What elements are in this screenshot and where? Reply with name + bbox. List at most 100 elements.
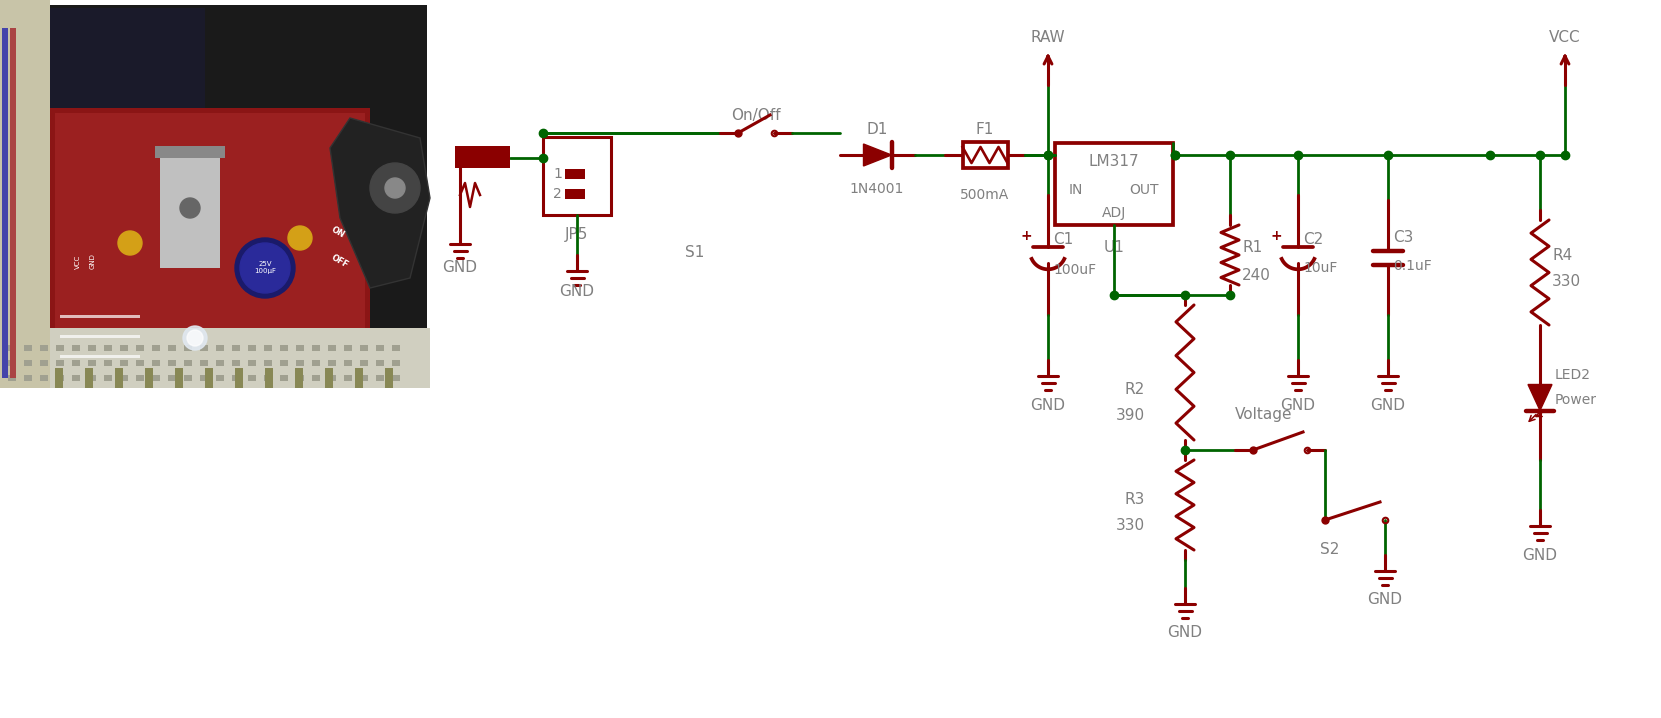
Bar [8,375,17,381]
Bar [360,360,369,366]
Text: C2: C2 [1302,233,1324,248]
Bar [136,375,145,381]
Text: +: + [1271,229,1282,243]
Bar [136,345,145,351]
Bar [23,375,32,381]
Text: 390: 390 [1116,408,1144,422]
Bar [40,360,48,366]
Bar [88,360,96,366]
Text: 1: 1 [553,167,561,181]
Text: GND: GND [90,253,96,269]
Bar [266,368,272,388]
Polygon shape [331,118,430,288]
Text: GND: GND [1523,548,1558,563]
Bar [344,375,352,381]
Bar [326,368,332,388]
Bar [174,368,183,388]
Bar [56,345,65,351]
Bar [281,375,287,381]
Bar [296,360,304,366]
Bar [312,345,321,351]
Bar [168,360,176,366]
Bar [296,375,304,381]
Bar [105,345,111,351]
Bar [392,345,400,351]
Bar [168,375,176,381]
Bar [145,368,153,388]
Text: 330: 330 [1116,518,1144,533]
Bar [327,360,336,366]
Bar [154,146,224,158]
Text: 1N4001: 1N4001 [850,182,904,196]
Bar [204,368,213,388]
Text: +: + [1020,229,1031,243]
Bar [296,345,304,351]
Bar [233,345,239,351]
Text: GND: GND [560,284,595,299]
Bar [234,368,243,388]
Bar [0,328,430,388]
Bar [71,345,80,351]
Circle shape [183,326,208,350]
Bar [312,360,321,366]
Text: D1: D1 [867,122,887,137]
Bar [565,189,585,199]
Bar [281,360,287,366]
Bar [360,345,369,351]
Bar [199,360,208,366]
Text: C1: C1 [1053,233,1073,248]
Text: RAW: RAW [1031,30,1065,45]
Bar [153,345,159,351]
Text: IN: IN [1070,183,1083,197]
Text: 240: 240 [1242,268,1271,282]
Bar [962,142,1008,168]
Text: OFF: OFF [331,253,350,270]
Text: GND: GND [1370,398,1405,413]
Bar [543,137,611,215]
Bar [247,360,256,366]
Polygon shape [1528,385,1551,411]
Bar [385,368,394,388]
Text: ADJ: ADJ [1101,206,1126,220]
Bar [1055,143,1173,225]
Text: 0.1uF: 0.1uF [1394,259,1432,273]
Text: 25V
100μF: 25V 100μF [254,261,276,274]
Text: R2: R2 [1124,383,1144,398]
Bar [10,28,17,378]
Text: ON: ON [331,225,347,240]
Text: Power: Power [1555,393,1596,407]
Bar [88,345,96,351]
Bar [105,360,111,366]
Bar [23,345,32,351]
Circle shape [234,238,296,298]
Text: R1: R1 [1242,241,1262,256]
Bar [60,335,140,338]
Bar [392,360,400,366]
Text: R4: R4 [1551,248,1573,263]
Bar [233,375,239,381]
Bar [247,375,256,381]
Text: 10uF: 10uF [1302,261,1337,275]
Bar [40,345,48,351]
Bar [264,360,272,366]
Bar [375,345,384,351]
Text: JP5: JP5 [565,227,588,242]
Bar [344,360,352,366]
Bar [2,28,8,378]
Circle shape [239,243,291,293]
Bar [71,360,80,366]
Bar [216,360,224,366]
Bar [360,375,369,381]
Bar [56,375,65,381]
Bar [159,148,219,268]
Bar [565,169,585,179]
Circle shape [179,198,199,218]
Bar [40,375,48,381]
Bar [120,360,128,366]
Circle shape [385,178,405,198]
Bar [50,108,370,388]
Bar [392,375,400,381]
Bar [216,345,224,351]
Circle shape [118,231,141,255]
Bar [88,375,96,381]
